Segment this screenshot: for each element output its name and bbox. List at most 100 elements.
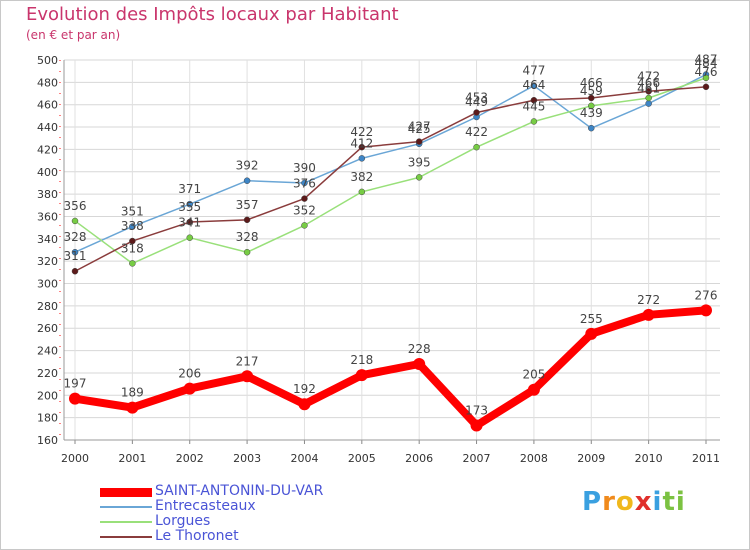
- y-tick-label: 500: [37, 54, 58, 67]
- data-label-1: 351: [121, 205, 144, 219]
- legend-label-saint-antonin: SAINT-ANTONIN-DU-VAR: [155, 483, 324, 499]
- data-label-3: 357: [236, 198, 259, 212]
- y-tick-label: 400: [37, 166, 58, 179]
- data-point-0: [355, 369, 368, 382]
- data-point-1: [129, 223, 136, 230]
- data-point-2: [358, 188, 366, 196]
- y-tick-label: 240: [37, 345, 58, 358]
- x-tick-label: 2006: [405, 452, 433, 465]
- chart-title: Evolution des Impôts locaux par Habitant: [26, 4, 399, 25]
- x-tick-label: 2005: [348, 452, 376, 465]
- data-point-0: [642, 308, 655, 321]
- data-label-1: 412: [350, 136, 373, 150]
- data-label-3: 422: [350, 125, 373, 139]
- y-tick-label: 440: [37, 121, 58, 134]
- data-point-2: [71, 217, 79, 225]
- data-point-1: [243, 177, 251, 184]
- data-label-2: 318: [121, 241, 144, 255]
- data-point-1: [71, 248, 79, 256]
- data-label-0: 206: [178, 367, 201, 381]
- data-label-2: 382: [350, 170, 373, 184]
- x-tick-label: 2011: [692, 452, 720, 465]
- data-point-2: [530, 118, 538, 125]
- data-point-1: [588, 124, 595, 132]
- data-point-1: [530, 82, 538, 89]
- data-point-1: [358, 155, 366, 162]
- data-point-2: [129, 260, 136, 267]
- logo-letter-t: t: [662, 487, 676, 517]
- x-tick-label: 2000: [61, 452, 89, 465]
- data-point-2: [473, 143, 480, 151]
- data-point-0: [585, 327, 598, 340]
- x-tick-label: 2004: [290, 452, 318, 465]
- logo-letter-p: P: [582, 487, 603, 517]
- y-tick-label: 340: [37, 233, 58, 246]
- y-tick-label: 180: [37, 412, 58, 425]
- data-label-2: 422: [465, 125, 488, 139]
- data-label-0: 217: [236, 354, 259, 368]
- series-line-0: [71, 306, 710, 430]
- data-point-0: [470, 419, 483, 432]
- data-point-2: [588, 102, 595, 110]
- proxiti-logo: Proxiti: [582, 487, 686, 517]
- legend-swatch-entrecasteaux: [100, 506, 152, 508]
- logo-letter-x: x: [634, 487, 653, 517]
- data-label-0: 192: [293, 382, 316, 396]
- y-tick-label: 480: [37, 76, 58, 89]
- series-line-3: [74, 86, 707, 272]
- data-label-3: 472: [637, 69, 660, 83]
- data-label-3: 338: [121, 219, 144, 233]
- data-label-0: 189: [121, 386, 144, 400]
- logo-letter-o: o: [615, 487, 635, 517]
- data-point-3: [702, 83, 710, 91]
- data-point-0: [69, 392, 81, 405]
- x-tick-label: 2010: [635, 452, 663, 465]
- y-tick-label: 220: [37, 367, 58, 380]
- plot-area: [64, 60, 720, 440]
- series-line-1: [74, 73, 707, 253]
- x-tick-label: 2003: [233, 452, 261, 465]
- data-label-1: 487: [695, 53, 718, 67]
- y-tick-label: 280: [37, 300, 58, 313]
- data-label-1: 461: [637, 82, 660, 96]
- data-label-1: 477: [522, 64, 545, 78]
- data-label-1: 425: [408, 122, 431, 136]
- data-label-0: 197: [64, 377, 87, 391]
- y-tick-label: 460: [37, 99, 58, 112]
- data-point-3: [358, 143, 366, 151]
- legend-swatch-le-thoronet: [100, 536, 152, 538]
- legend-swatch-lorgues: [100, 521, 152, 523]
- legend-label-entrecasteaux: Entrecasteaux: [155, 498, 256, 514]
- data-label-2: 459: [580, 84, 603, 98]
- data-point-3: [645, 88, 652, 95]
- data-point-0: [527, 383, 540, 396]
- x-tick-label: 2009: [577, 452, 605, 465]
- data-label-3: 311: [64, 249, 87, 263]
- data-label-2: 466: [637, 76, 660, 90]
- data-point-0: [183, 382, 196, 395]
- data-point-3: [301, 195, 308, 202]
- data-label-0: 218: [350, 353, 373, 367]
- data-label-3: 453: [465, 91, 488, 105]
- data-label-1: 371: [178, 182, 201, 196]
- data-point-1: [301, 179, 308, 187]
- logo-letter-r: r: [602, 487, 616, 517]
- logo-letter-i: i: [652, 487, 663, 517]
- data-label-3: 376: [293, 177, 316, 191]
- data-label-2: 356: [64, 199, 87, 213]
- data-point-2: [301, 222, 308, 229]
- y-tick-label: 260: [37, 322, 58, 335]
- data-point-0: [298, 398, 311, 411]
- x-tick-label: 2002: [176, 452, 204, 465]
- data-point-3: [415, 138, 423, 145]
- x-tick-label: 2001: [118, 452, 146, 465]
- data-label-2: 395: [408, 155, 431, 169]
- x-tick-label: 2008: [520, 452, 548, 465]
- series-line-2: [74, 77, 707, 265]
- x-tick-label: 2007: [463, 452, 491, 465]
- data-label-2: 352: [293, 203, 316, 217]
- data-label-2: 484: [695, 56, 718, 70]
- data-point-3: [243, 216, 251, 224]
- data-point-3: [588, 94, 595, 102]
